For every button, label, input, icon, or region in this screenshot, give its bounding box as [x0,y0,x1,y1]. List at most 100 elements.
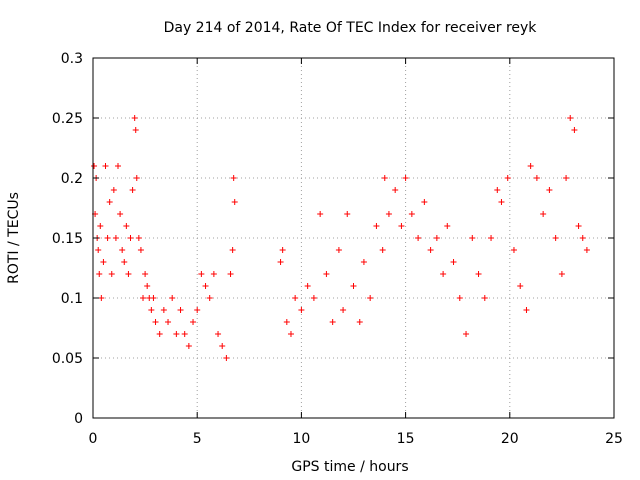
data-point [206,295,213,301]
data-point [133,175,140,181]
data-point [115,163,122,169]
data-point [494,187,501,193]
data-point [317,211,324,217]
data-point [156,331,163,337]
data-point [119,247,126,253]
data-point [177,307,184,313]
data-point [279,247,286,253]
x-tick-label: 25 [605,431,623,447]
data-point [415,235,422,241]
data-point [129,187,136,193]
data-point [488,235,495,241]
data-point [567,115,574,121]
data-point [463,331,470,337]
data-point [148,307,155,313]
data-point [185,343,192,349]
data-point [142,271,149,277]
data-point [219,343,226,349]
data-point [144,283,151,289]
y-tick-label: 0.15 [52,231,83,247]
data-point [408,211,415,217]
x-tick-label: 10 [292,431,310,447]
data-point [323,271,330,277]
data-point [504,175,511,181]
data-point [552,235,559,241]
x-tick-label: 5 [193,431,202,447]
data-point [329,319,336,325]
data-point [335,247,342,253]
x-tick-label: 0 [89,431,98,447]
data-point [194,307,201,313]
data-point [350,283,357,289]
data-point [498,199,505,205]
data-point [571,127,578,133]
data-point [360,259,367,265]
data-point [287,331,294,337]
data-point [385,211,392,217]
data-point [402,175,409,181]
data-point [456,295,463,301]
data-point [95,247,102,253]
data-point [392,187,399,193]
data-point [540,211,547,217]
data-point [227,271,234,277]
data-point [91,163,98,169]
y-axis-label: ROTI / TECUs [6,192,22,284]
data-points [91,115,590,361]
data-point [123,223,130,229]
data-point [181,331,188,337]
data-point [356,319,363,325]
data-point [398,223,405,229]
data-point [137,247,144,253]
data-point [579,235,586,241]
data-point [173,331,180,337]
data-point [104,235,111,241]
data-point [160,307,167,313]
data-point [135,235,142,241]
data-point [367,295,374,301]
data-point [108,271,115,277]
data-point [112,235,119,241]
x-axis-label: GPS time / hours [291,459,408,475]
x-tick-label: 20 [501,431,519,447]
data-point [481,295,488,301]
data-point [427,247,434,253]
y-tick-label: 0.05 [52,351,83,367]
data-point [450,259,457,265]
data-point [202,283,209,289]
data-point [575,223,582,229]
data-point [523,307,530,313]
y-tick-label: 0 [74,411,83,427]
data-point [230,175,237,181]
data-point [379,247,386,253]
data-point [97,223,104,229]
data-point [381,175,388,181]
data-point [563,175,570,181]
data-point [223,355,230,361]
data-point [121,259,128,265]
chart-title: Day 214 of 2014, Rate Of TEC Index for r… [164,20,538,36]
data-point [229,247,236,253]
x-tick-label: 15 [397,431,415,447]
data-point [210,271,217,277]
data-point [131,115,138,121]
data-point [283,319,290,325]
data-point [190,319,197,325]
data-point [304,283,311,289]
data-point [110,187,117,193]
data-point [558,271,565,277]
data-point [533,175,540,181]
data-point [527,163,534,169]
data-point [127,235,134,241]
data-point [517,283,524,289]
data-point [215,331,222,337]
axis-ticks: 0 0.05 0.1 0.15 0.2 0.25 0.3 0 5 10 15 20 25 [52,51,623,447]
data-point [440,271,447,277]
data-point [125,271,132,277]
y-tick-label: 0.1 [61,291,83,307]
data-point [102,163,109,169]
data-point [510,247,517,253]
y-tick-label: 0.25 [52,111,83,127]
data-point [444,223,451,229]
